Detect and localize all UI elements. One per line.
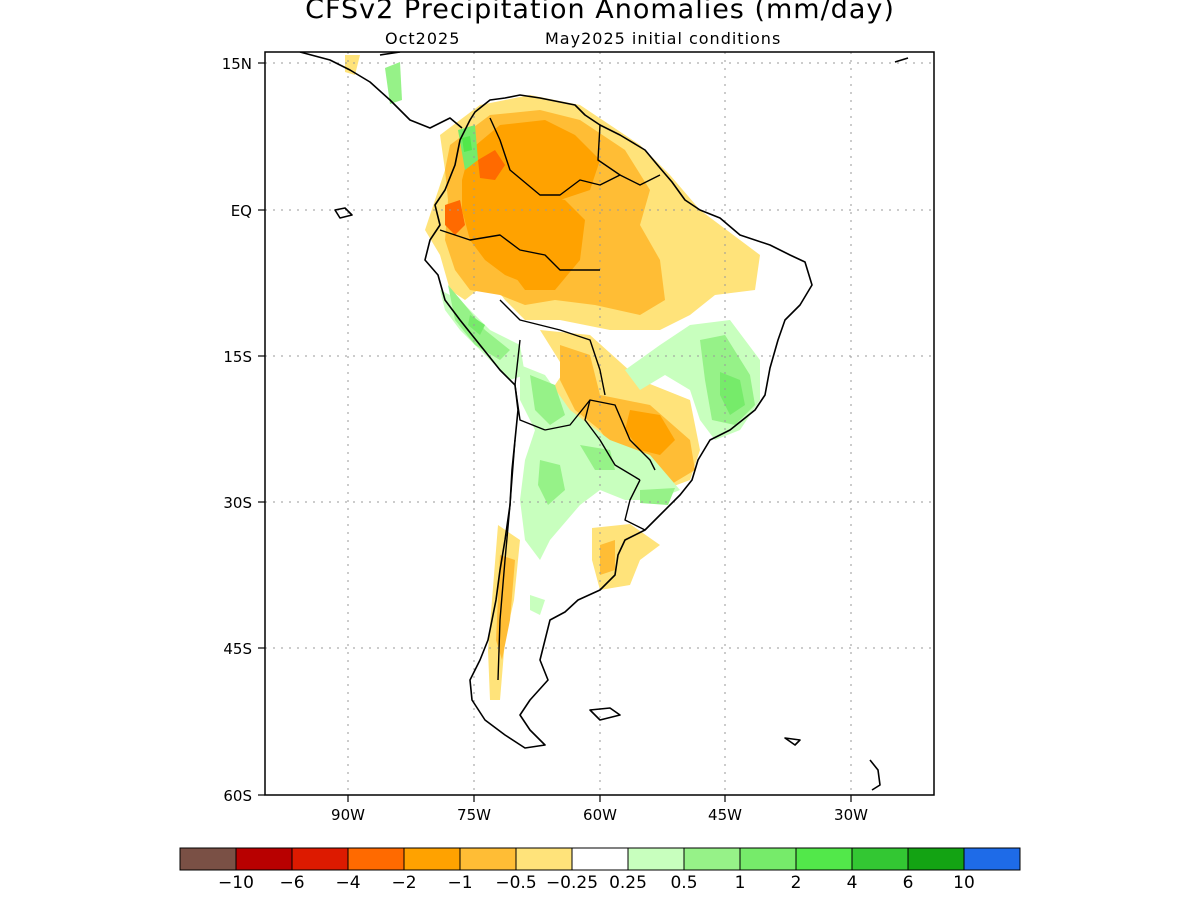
lat-label-eq: EQ	[231, 202, 252, 220]
colorbar-swatch	[459, 847, 517, 871]
colorbar-label: −4	[335, 873, 360, 893]
initial-conditions: May2025 initial conditions	[545, 29, 782, 48]
lon-label-30w: 30W	[834, 806, 868, 824]
colorbar-swatch	[907, 847, 965, 871]
anomaly-shading	[345, 55, 760, 700]
anomaly-dry-severe	[445, 150, 505, 235]
lat-label-15s: 15S	[223, 348, 252, 366]
colorbar-swatch	[179, 847, 237, 871]
lat-label-45s: 45S	[223, 640, 252, 658]
colorbar-label: 2	[791, 873, 802, 893]
colorbar-label: 4	[847, 873, 858, 893]
colorbar-label: −6	[279, 873, 304, 893]
colorbar-swatch	[683, 847, 741, 871]
colorbar-label: −2	[391, 873, 416, 893]
colorbar-swatch	[403, 847, 461, 871]
map-title: CFSv2 Precipitation Anomalies (mm/day)	[305, 0, 895, 25]
colorbar-label: 10	[953, 873, 975, 893]
lon-label-90w: 90W	[331, 806, 365, 824]
coastlines	[299, 52, 909, 791]
lon-label-45w: 45W	[708, 806, 742, 824]
colorbar-swatch	[739, 847, 797, 871]
anomaly-dry-strong	[462, 120, 675, 455]
colorbar-swatch	[963, 847, 1021, 871]
colorbar-swatch	[291, 847, 349, 871]
colorbar-label: 0.25	[609, 873, 647, 893]
colorbar-swatch	[515, 847, 573, 871]
lon-label-60w: 60W	[583, 806, 617, 824]
colorbar-swatch	[571, 847, 629, 871]
colorbar-label: −0.25	[546, 873, 598, 893]
colorbar	[179, 847, 1021, 871]
lat-label-60s: 60S	[223, 787, 252, 805]
lon-label-75w: 75W	[457, 806, 491, 824]
colorbar-label: 1	[735, 873, 746, 893]
colorbar-swatch	[347, 847, 405, 871]
lat-label-30s: 30S	[223, 494, 252, 512]
colorbar-label: −10	[218, 873, 254, 893]
colorbar-swatch	[627, 847, 685, 871]
forecast-month: Oct2025	[385, 29, 461, 48]
colorbar-labels: −10 −6 −4 −2 −1 −0.5 −0.25 0.25 0.5 1 2 4 6 10	[218, 873, 975, 893]
colorbar-label: 6	[903, 873, 914, 893]
tick-marks	[258, 62, 852, 802]
colorbar-label: −0.5	[495, 873, 536, 893]
colorbar-swatch	[851, 847, 909, 871]
colorbar-swatch	[795, 847, 853, 871]
colorbar-swatch	[235, 847, 293, 871]
colorbar-label: 0.5	[670, 873, 697, 893]
colorbar-label: −1	[447, 873, 472, 893]
lat-label-15n: 15N	[222, 55, 252, 73]
anomaly-wet-severe	[462, 136, 472, 152]
